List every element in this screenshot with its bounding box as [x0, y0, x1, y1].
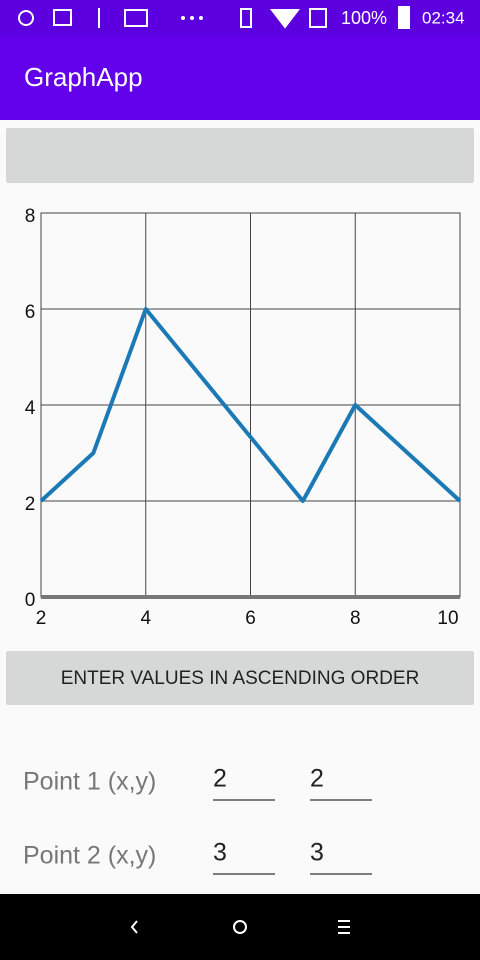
x-tick-label: 6 [245, 608, 256, 629]
status-icons [18, 6, 410, 29]
back-button[interactable] [130, 920, 138, 934]
y-tick-label: 8 [25, 206, 36, 227]
x-input[interactable]: 2 [213, 765, 227, 793]
button-label: ENTER VALUES IN ASCENDING ORDER [61, 668, 420, 689]
point-label: Point 2 (x,y) [23, 842, 156, 870]
clock: 02:34 [422, 8, 465, 27]
nav-bar [0, 894, 480, 960]
point-label: Point 1 (x,y) [23, 768, 156, 796]
y-tick-label: 4 [25, 398, 36, 419]
y-tick-label: 6 [25, 302, 36, 323]
y-tick-label: 2 [25, 494, 36, 515]
home-button[interactable] [233, 920, 247, 934]
x-tick-label: 2 [36, 608, 47, 629]
order-button[interactable] [6, 651, 474, 705]
app-title: GraphApp [24, 62, 143, 92]
battery-text: 100% [341, 8, 387, 28]
app-bar [0, 36, 480, 120]
y-tick-label: 0 [25, 590, 36, 611]
x-tick-label: 10 [437, 608, 458, 629]
x-tick-label: 4 [140, 608, 151, 629]
data-line [39, 307, 462, 503]
x-tick-label: 8 [350, 608, 361, 629]
y-input[interactable]: 3 [310, 839, 324, 867]
top-button[interactable] [6, 128, 474, 183]
y-input[interactable]: 2 [310, 765, 324, 793]
x-input[interactable]: 3 [213, 839, 227, 867]
more-dots [181, 16, 203, 20]
recents-button[interactable] [338, 920, 350, 934]
